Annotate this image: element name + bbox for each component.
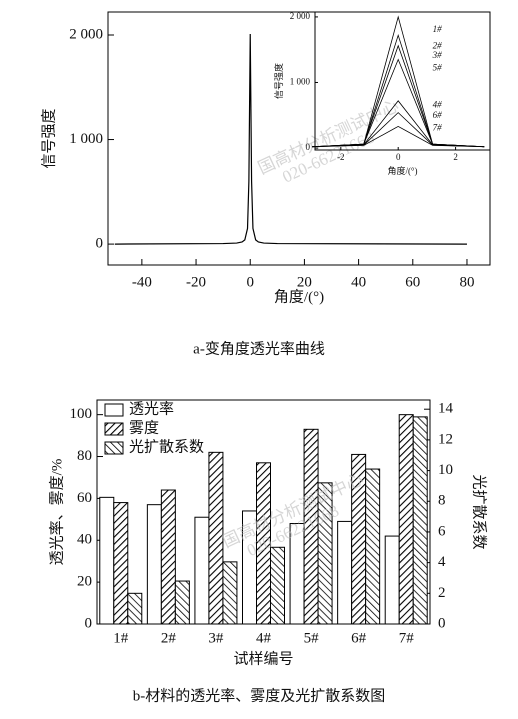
x-tick-label: 40 bbox=[351, 274, 366, 290]
y2-tick-label: 6 bbox=[438, 523, 446, 539]
series-label: 6# bbox=[433, 110, 443, 120]
bar bbox=[99, 496, 115, 625]
series-label: 5# bbox=[433, 62, 443, 72]
caption: a-变角度透光率曲线 bbox=[193, 340, 325, 357]
bar bbox=[365, 468, 381, 625]
series-label: 3# bbox=[432, 50, 443, 60]
bar bbox=[412, 416, 428, 625]
x-axis-label: 角度/(°) bbox=[387, 165, 417, 176]
y-tick-label: 0 bbox=[85, 615, 93, 631]
bar bbox=[146, 504, 162, 625]
bar bbox=[384, 535, 400, 625]
x-tick-label: -40 bbox=[132, 274, 152, 290]
x-tick-label: 20 bbox=[297, 274, 312, 290]
y-tick-label: 80 bbox=[77, 448, 92, 464]
bar bbox=[113, 502, 129, 625]
x-tick-label: 2# bbox=[161, 630, 177, 646]
y-axis-label: 透光率、雾度/% bbox=[48, 459, 65, 566]
y2-tick-label: 0 bbox=[438, 615, 446, 631]
series-label: 1# bbox=[433, 24, 443, 34]
x-tick-label: 3# bbox=[208, 630, 224, 646]
line-series bbox=[312, 58, 485, 148]
x-tick-label: 1# bbox=[113, 630, 129, 646]
legend-label: 雾度 bbox=[129, 419, 159, 436]
legend-swatch bbox=[104, 441, 124, 455]
x-tick-label: 5# bbox=[304, 630, 320, 646]
series-label: 7# bbox=[433, 123, 443, 133]
y-tick-label: 0 bbox=[306, 142, 311, 152]
y2-axis-label: 光扩散系数 bbox=[471, 474, 488, 549]
x-tick-label: 6# bbox=[351, 630, 367, 646]
line-series bbox=[312, 125, 485, 148]
x-tick-label: 60 bbox=[405, 274, 420, 290]
bar bbox=[337, 520, 353, 625]
y2-tick-label: 12 bbox=[438, 431, 453, 447]
inset-frame bbox=[314, 11, 491, 151]
x-tick-label: -20 bbox=[186, 274, 206, 290]
y-tick-label: 2 000 bbox=[69, 26, 103, 42]
bar bbox=[256, 462, 271, 625]
bar bbox=[194, 516, 210, 625]
bar bbox=[127, 592, 143, 625]
bar bbox=[222, 561, 238, 625]
bar bbox=[317, 482, 333, 625]
legend-swatch bbox=[104, 422, 124, 436]
bar bbox=[160, 489, 176, 625]
x-tick-label: 0 bbox=[396, 152, 401, 162]
series-label: 4# bbox=[433, 100, 443, 110]
x-tick-label: -2 bbox=[337, 152, 345, 162]
bar bbox=[174, 580, 190, 625]
legend-label: 光扩散系数 bbox=[129, 438, 204, 455]
y2-tick-label: 2 bbox=[438, 585, 446, 601]
y2-tick-label: 10 bbox=[438, 462, 453, 478]
y-tick-label: 100 bbox=[70, 406, 93, 422]
x-tick-label: 80 bbox=[459, 274, 474, 290]
legend-label: 透光率 bbox=[129, 400, 174, 417]
y-axis-label: 信号强度 bbox=[40, 108, 57, 168]
y-tick-label: 1 000 bbox=[290, 77, 311, 87]
legend-swatch bbox=[104, 403, 124, 417]
y2-tick-label: 4 bbox=[438, 554, 446, 570]
x-axis-label: 角度/(°) bbox=[274, 288, 324, 305]
x-tick-label: 2 bbox=[453, 152, 458, 162]
bar bbox=[398, 414, 414, 625]
x-axis-label: 试样编号 bbox=[233, 650, 293, 667]
y-tick-label: 1 000 bbox=[69, 131, 103, 147]
y-tick-label: 2 000 bbox=[290, 11, 311, 21]
x-tick-label: 0 bbox=[246, 274, 254, 290]
y-tick-label: 40 bbox=[77, 532, 92, 548]
x-tick-label: 7# bbox=[399, 630, 415, 646]
line-series bbox=[114, 33, 467, 245]
y-tick-label: 60 bbox=[77, 490, 92, 506]
y-tick-label: 20 bbox=[77, 574, 92, 590]
bar bbox=[208, 451, 224, 625]
inset-bg bbox=[315, 12, 490, 150]
x-tick-label: 4# bbox=[256, 630, 272, 646]
y2-tick-label: 8 bbox=[438, 493, 446, 509]
caption: b-材料的透光率、雾度及光扩散系数图 bbox=[133, 687, 386, 704]
series-label: 2# bbox=[433, 41, 443, 51]
y2-tick-label: 14 bbox=[438, 401, 454, 417]
y-axis-label: 信号强度 bbox=[273, 63, 284, 99]
bar bbox=[270, 546, 285, 625]
y-tick-label: 0 bbox=[96, 236, 104, 252]
